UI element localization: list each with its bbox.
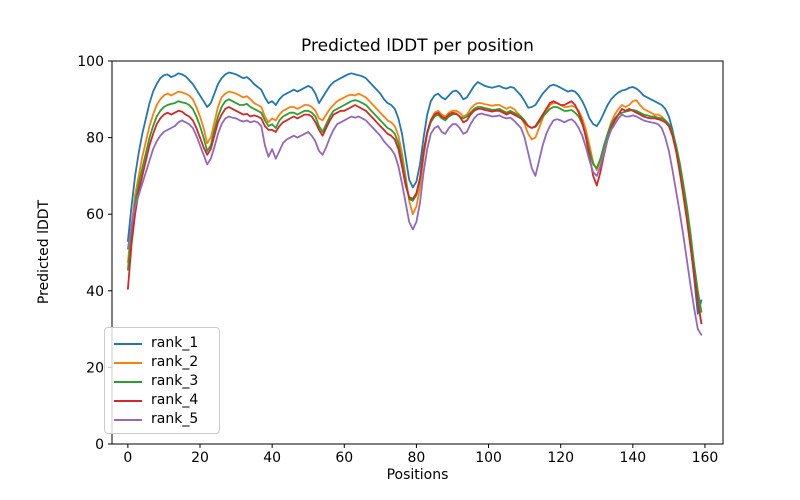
legend-item-rank_4: rank_4 — [114, 391, 210, 410]
legend-label-rank_3: rank_3 — [151, 373, 199, 389]
series-line-rank_3 — [127, 98, 703, 313]
legend-item-rank_3: rank_3 — [114, 372, 210, 391]
legend-item-rank_5: rank_5 — [114, 410, 210, 429]
x-tick-label-0: 0 — [123, 450, 132, 466]
legend-label-rank_1: rank_1 — [151, 335, 199, 351]
legend: rank_1 rank_2 rank_3 rank_4 rank_5 — [104, 327, 220, 434]
legend-label-rank_5: rank_5 — [151, 411, 199, 427]
y-tick-label-80: 80 — [86, 131, 104, 147]
legend-item-rank_1: rank_1 — [114, 334, 210, 353]
x-tick-label-100: 100 — [475, 450, 502, 466]
y-tick-label-0: 0 — [95, 437, 104, 453]
legend-swatch-rank_5 — [114, 418, 142, 421]
chart-title: Predicted lDDT per position — [301, 36, 534, 56]
series-line-rank_2 — [127, 90, 703, 325]
x-tick-label-80: 80 — [408, 450, 426, 466]
y-tick-label-100: 100 — [77, 54, 104, 70]
y-tick-label-40: 40 — [86, 284, 104, 300]
x-tick-label-20: 20 — [191, 450, 209, 466]
legend-swatch-rank_1 — [114, 342, 142, 345]
y-tick-label-20: 20 — [86, 360, 104, 376]
y-tick-label-60: 60 — [86, 207, 104, 223]
legend-swatch-rank_2 — [114, 361, 142, 364]
legend-swatch-rank_3 — [114, 380, 142, 383]
y-axis-label: Predicted lDDT — [36, 199, 52, 305]
series-line-rank_1 — [127, 71, 703, 315]
x-tick-label-40: 40 — [263, 450, 281, 466]
series-line-rank_5 — [127, 112, 703, 336]
legend-label-rank_2: rank_2 — [151, 354, 199, 370]
axes-spines — [111, 60, 724, 445]
x-tick-label-140: 140 — [619, 450, 646, 466]
x-axis-label: Positions — [386, 467, 449, 483]
legend-item-rank_2: rank_2 — [114, 353, 210, 372]
x-tick-label-160: 160 — [692, 450, 719, 466]
x-tick-label-120: 120 — [547, 450, 574, 466]
legend-swatch-rank_4 — [114, 399, 142, 402]
x-tick-label-60: 60 — [335, 450, 353, 466]
legend-label-rank_4: rank_4 — [151, 392, 199, 408]
